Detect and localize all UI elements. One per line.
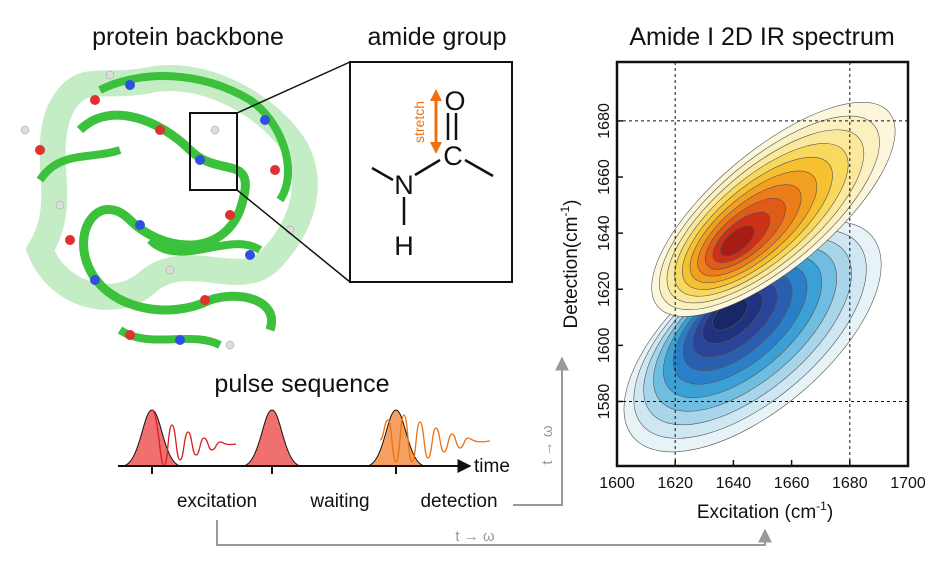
transform-arrow xyxy=(513,356,569,506)
y-tick-label: 1680 xyxy=(596,103,613,139)
chart-title: Amide I 2D IR spectrum xyxy=(629,23,894,51)
pulse-label: pulse sequence xyxy=(214,370,389,398)
x-tick-label: 1680 xyxy=(832,475,868,492)
amide-diagram xyxy=(349,61,513,283)
plot-frame xyxy=(615,60,910,468)
atom-n: N xyxy=(394,170,414,200)
transform-label: t → ω xyxy=(455,528,495,545)
atom-o: O xyxy=(444,86,465,116)
amide-label: amide group xyxy=(368,23,507,51)
x-axis-label: Excitation (cm-1) xyxy=(697,499,833,523)
stretch-label: stretch xyxy=(411,101,427,143)
x-tick-label: 1620 xyxy=(657,475,693,492)
y-tick-label: 1660 xyxy=(596,159,613,195)
x-tick-label: 1640 xyxy=(716,475,752,492)
pulse-diagram xyxy=(118,409,491,474)
y-tick-label: 1600 xyxy=(596,327,613,363)
y-tick-label: 1580 xyxy=(596,384,613,420)
waiting-label: waiting xyxy=(309,491,369,512)
excitation-label: excitation xyxy=(177,491,257,512)
protein-structure xyxy=(20,61,351,350)
transform-label: t → ω xyxy=(539,425,556,465)
atom-c: C xyxy=(443,141,463,171)
atom-h: H xyxy=(394,231,414,261)
y-axis-label: Detection(cm-1) xyxy=(558,200,582,329)
y-tick-label: 1620 xyxy=(596,271,613,307)
time-label: time xyxy=(474,456,510,477)
x-tick-label: 1660 xyxy=(774,475,810,492)
x-tick-label: 1700 xyxy=(890,475,926,492)
contour-area xyxy=(623,101,896,453)
detection-label: detection xyxy=(420,491,497,512)
y-tick-label: 1640 xyxy=(596,215,613,251)
x-tick-label: 1600 xyxy=(599,475,635,492)
transform-arrow xyxy=(216,520,772,546)
contour-level xyxy=(720,225,755,257)
protein-label: protein backbone xyxy=(92,23,284,51)
